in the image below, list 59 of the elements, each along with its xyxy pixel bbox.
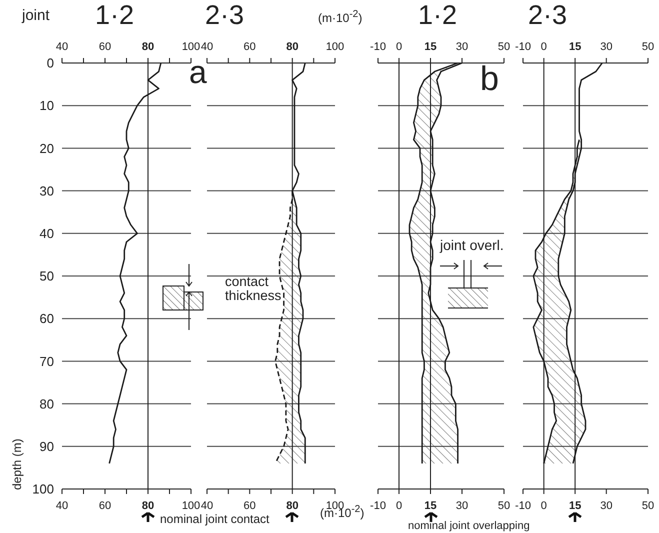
x2-tick-label: 80 [142,500,154,512]
x-tick-label: 50 [498,41,510,53]
x-tick-label: 50 [642,41,654,53]
annotation: b [480,60,499,98]
x-tick-label: 40 [200,41,214,53]
x-tick-label: 15 [424,41,437,53]
x2-tick-label: 30 [456,500,468,512]
x-tick-label: 0 [540,41,547,53]
x-tick-label: 80 [142,41,154,53]
y-tick-label: 10 [40,98,54,114]
x-tick-label: 60 [98,41,112,53]
x2-tick-label: 15 [568,500,582,512]
x-tick-label: 60 [244,41,256,53]
x2-tick-label: 40 [56,500,68,512]
x2-tick-label: 0 [396,500,402,512]
x2-tick-label: -10 [515,500,531,512]
x2-tick-label: 60 [98,500,112,512]
annotation: a [189,54,207,90]
x-tick-label: 15 [568,41,582,53]
x-tick-label: 100 [182,41,200,53]
y-tick-label: 30 [40,183,54,198]
x2-tick-label: 15 [424,500,437,512]
text: nominal joint contact [160,512,270,526]
y-tick-label: 90 [40,439,54,454]
text: nominal joint overlapping [408,520,530,532]
x2-tick-label: 60 [244,500,256,512]
x-tick-label: 40 [56,41,68,53]
y-tick-label: 50 [40,268,54,284]
y-tick-label: 40 [40,226,54,242]
x2-tick-label: 50 [642,500,654,512]
x-tick-label: -10 [515,41,531,53]
x-tick-label: 100 [326,41,344,53]
text: (m·10$^{-2}$) [318,9,362,25]
y-tick-label: 70 [40,354,54,369]
x2-tick-label: 100 [182,500,200,512]
y-tick-label: 20 [40,140,54,156]
y-axis-title: depth (m) [10,438,24,490]
x2-tick-label: -10 [370,500,386,512]
x-tick-label: 30 [600,41,612,53]
chart-title: 1·2 [418,0,458,30]
x2-tick-label: 30 [600,500,612,512]
x2-tick-label: 50 [498,500,510,512]
y-tick-label: 100 [32,482,54,497]
y-tick-label: 0 [46,56,54,71]
y-tick-label: 80 [40,396,54,412]
x2-tick-label: 0 [540,500,547,512]
x-tick-label: 0 [396,41,402,53]
x-tick-label: -10 [370,41,386,53]
annotation: contact thickness [225,274,282,304]
annotation: joint overl. [440,237,504,253]
chart-title: 2·3 [528,0,568,30]
x-tick-label: 30 [456,41,468,53]
x-tick-label: 80 [286,41,298,53]
chart-title: 2·3 [205,0,244,30]
text: joint [22,7,50,24]
x2-tick-label: 40 [200,500,214,512]
chart-title: 1·2 [95,0,134,30]
x2-tick-label: 80 [286,500,298,512]
y-tick-label: 60 [40,311,54,326]
